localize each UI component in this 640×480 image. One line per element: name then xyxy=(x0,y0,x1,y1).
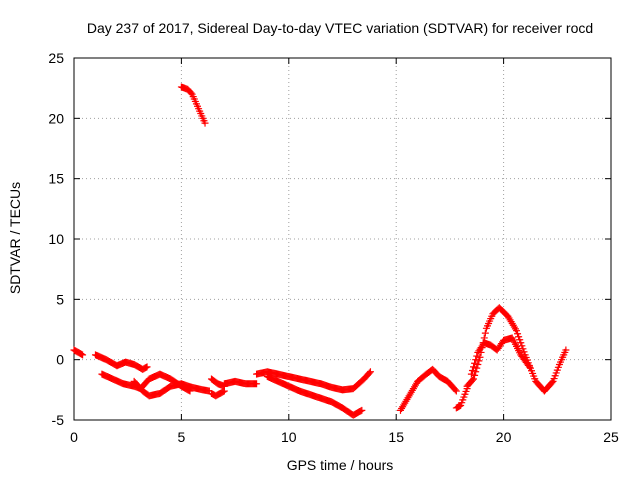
data-point xyxy=(452,387,460,395)
data-point xyxy=(524,361,532,369)
data-point xyxy=(562,346,570,354)
series-a xyxy=(70,346,87,359)
y-tick-label: -5 xyxy=(52,412,65,428)
series-j xyxy=(253,368,374,394)
series-b xyxy=(91,351,151,373)
series-c xyxy=(98,370,145,393)
series-n xyxy=(463,304,570,395)
data-point xyxy=(220,387,228,395)
x-tick-label: 0 xyxy=(70,429,78,445)
tick-labels: 0 5 10 15 20 25 -5 0 5 10 15 20 25 xyxy=(48,50,619,445)
axis-ticks xyxy=(73,57,612,421)
data-point xyxy=(518,342,526,350)
y-tick-label: 25 xyxy=(48,50,64,66)
y-tick-label: 15 xyxy=(48,171,64,187)
data-point xyxy=(185,386,193,394)
data-point xyxy=(253,380,261,388)
data-point xyxy=(515,333,523,341)
data-point xyxy=(516,336,524,344)
data-point xyxy=(366,368,374,376)
series-i xyxy=(220,377,261,388)
data-point xyxy=(514,330,522,338)
y-axis-label: SDTVAR / TECUs xyxy=(7,182,23,294)
data-point xyxy=(473,364,481,372)
x-axis-label: GPS time / hours xyxy=(287,457,394,473)
series-m xyxy=(452,385,471,412)
grid-lines xyxy=(74,58,611,420)
y-tick-label: 10 xyxy=(48,231,64,247)
y-tick-label: 0 xyxy=(56,352,64,368)
data-point xyxy=(201,119,209,127)
data-point xyxy=(143,363,151,371)
data-point xyxy=(358,406,366,414)
data-point xyxy=(525,363,533,371)
data-point xyxy=(470,375,478,383)
data-point xyxy=(471,371,479,379)
data-point xyxy=(548,379,556,387)
data-point xyxy=(517,339,525,347)
x-tick-label: 20 xyxy=(496,429,512,445)
data-point xyxy=(474,360,482,368)
chart-title: Day 237 of 2017, Sidereal Day-to-day VTE… xyxy=(87,20,593,36)
x-tick-label: 15 xyxy=(388,429,404,445)
data-point xyxy=(476,353,484,361)
data-point xyxy=(468,376,476,384)
series-l xyxy=(396,365,460,414)
series-f xyxy=(177,83,209,127)
series-e xyxy=(137,370,194,395)
series-o xyxy=(467,334,533,378)
data-point xyxy=(472,368,480,376)
data-point xyxy=(187,89,195,97)
data-points xyxy=(70,83,570,419)
x-tick-label: 5 xyxy=(178,429,186,445)
series-h xyxy=(207,387,228,400)
data-point xyxy=(471,359,479,367)
x-tick-label: 10 xyxy=(281,429,297,445)
data-point xyxy=(451,386,459,394)
data-point xyxy=(357,407,365,415)
x-tick-label: 25 xyxy=(603,429,619,445)
y-tick-label: 20 xyxy=(48,110,64,126)
data-point xyxy=(470,363,478,371)
data-point xyxy=(473,352,481,360)
data-point xyxy=(219,388,227,396)
data-point xyxy=(468,367,476,375)
y-tick-label: 5 xyxy=(56,291,64,307)
data-point xyxy=(520,348,528,356)
data-point xyxy=(467,370,475,378)
data-point xyxy=(365,369,373,377)
data-point xyxy=(475,357,483,365)
data-point xyxy=(481,329,489,337)
data-point xyxy=(142,364,150,372)
data-point xyxy=(472,356,480,364)
data-point xyxy=(79,351,87,359)
data-point xyxy=(186,387,194,395)
data-point xyxy=(512,327,520,335)
series-k xyxy=(263,373,366,419)
data-point xyxy=(78,350,86,358)
